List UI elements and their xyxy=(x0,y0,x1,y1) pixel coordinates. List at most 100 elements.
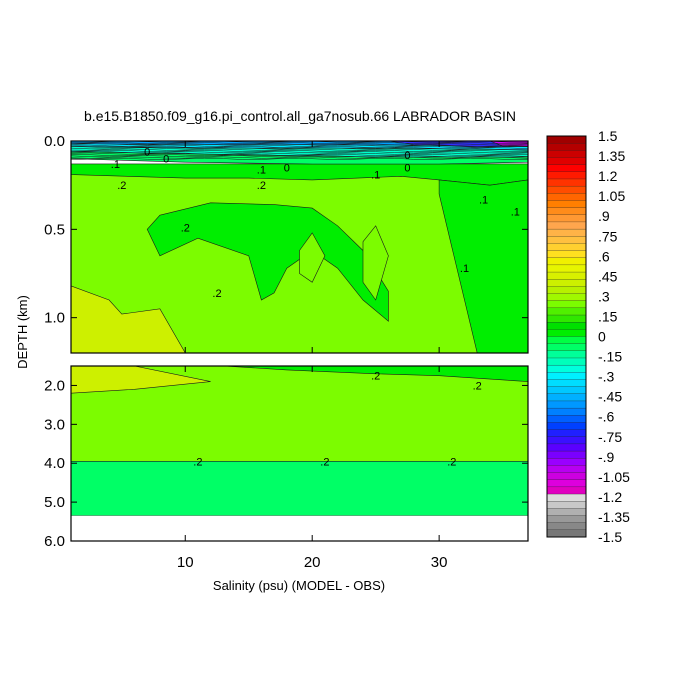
colorbar-swatch xyxy=(546,293,587,302)
contour-region xyxy=(71,285,186,353)
colorbar-swatch xyxy=(546,264,587,273)
contour-line xyxy=(71,143,528,146)
colorbar-swatch xyxy=(546,214,587,223)
colorbar-swatch xyxy=(546,508,587,516)
contour-region xyxy=(223,366,528,382)
contour-label: .2 xyxy=(473,380,482,392)
colorbar-swatch xyxy=(546,450,587,459)
x-tick-label: 20 xyxy=(304,554,321,571)
contour-line xyxy=(71,152,528,155)
colorbar-swatch xyxy=(546,135,587,144)
contour-line xyxy=(71,157,528,160)
contour-label: 0 xyxy=(404,150,410,162)
colorbar-label: .6 xyxy=(598,248,610,264)
contour-label: .1 xyxy=(479,194,488,206)
colorbar-label: -.6 xyxy=(598,409,615,425)
colorbar-swatch xyxy=(546,529,587,538)
y-tick-label: 2.0 xyxy=(44,377,65,394)
colorbar-label: 1.05 xyxy=(598,188,625,204)
y-axis-label: DEPTH (km) xyxy=(15,295,30,369)
colorbar-swatch xyxy=(546,221,587,230)
contour-line xyxy=(71,142,528,144)
colorbar-swatch xyxy=(546,200,587,209)
colorbar-swatch xyxy=(546,486,587,495)
colorbar-swatch xyxy=(546,407,587,416)
colorbar-swatch xyxy=(546,436,587,445)
contour-region xyxy=(71,163,528,186)
panel-upper: 0.1 0.2.1.200.10.2.2.1.1.10.00.51.0 xyxy=(44,133,529,354)
colorbar-swatch xyxy=(546,372,587,380)
contour-region xyxy=(299,232,326,283)
colorbar-label: .75 xyxy=(598,228,618,244)
colorbar-swatch xyxy=(546,515,587,524)
contour-line xyxy=(71,150,528,152)
contour-label: .2 xyxy=(181,223,190,235)
colorbar-label: 1.35 xyxy=(598,148,625,164)
contour-label: 0 xyxy=(284,163,290,175)
x-tick-label: 30 xyxy=(431,554,448,571)
colorbar-swatch xyxy=(546,250,587,259)
colorbar-swatch xyxy=(546,171,587,180)
colorbar-label: -1.5 xyxy=(598,529,622,545)
contour-label: .2 xyxy=(212,288,221,300)
colorbar-swatch xyxy=(546,228,587,237)
contour-label: .2 xyxy=(371,371,380,383)
colorbar-swatch xyxy=(546,207,587,216)
colorbar-swatch xyxy=(546,422,587,431)
colorbar-label: .9 xyxy=(598,208,610,224)
contour-label: 0 xyxy=(163,154,169,166)
colorbar-label: -.3 xyxy=(598,369,615,385)
colorbar-swatch xyxy=(546,193,587,201)
x-tick-label: 10 xyxy=(177,554,194,571)
y-tick-label: 0.5 xyxy=(44,221,65,238)
y-tick-label: 5.0 xyxy=(44,494,65,511)
colorbar-swatch xyxy=(546,236,587,244)
contour-line xyxy=(71,146,528,148)
colorbar-swatch xyxy=(546,357,587,366)
colorbar-swatch xyxy=(546,300,587,309)
colorbar-label: -.45 xyxy=(598,389,622,405)
colorbar-label: 1.2 xyxy=(598,168,618,184)
colorbar-swatch xyxy=(546,493,587,502)
colorbar-label: -.75 xyxy=(598,429,622,445)
colorbar-swatch xyxy=(546,178,587,187)
colorbar-swatch xyxy=(546,458,587,466)
colorbar-swatch xyxy=(546,364,587,373)
colorbar-label: -1.05 xyxy=(598,469,630,485)
colorbar-swatch xyxy=(546,243,587,252)
colorbar-swatch xyxy=(546,386,587,395)
colorbar-swatch xyxy=(546,164,587,173)
chart-title: b.e15.B1850.f09_g16.pi_control.all_ga7no… xyxy=(84,108,516,124)
contour-line xyxy=(71,144,528,147)
colorbar-swatch xyxy=(546,393,587,402)
colorbar-swatch xyxy=(546,350,587,359)
contour-label: .2 xyxy=(257,180,266,192)
colorbar: 1.5 1.35 1.2 1.05 .9 .75 .6 .45 .3 .15 0 -.15 -.3 -.4… xyxy=(546,128,630,545)
colorbar-swatch xyxy=(546,379,587,388)
y-tick-label: 4.0 xyxy=(44,455,65,472)
colorbar-swatch xyxy=(546,479,587,488)
colorbar-swatch xyxy=(546,286,587,294)
colorbar-label: 1.5 xyxy=(598,128,618,144)
contour-label: .2 xyxy=(447,456,456,468)
colorbar-swatch xyxy=(546,322,587,330)
colorbar-swatch xyxy=(546,257,587,266)
contour-label: .2 xyxy=(193,456,202,468)
panel-lower: .2 .2 .2 .2 .2 2.0 3.0 4.0 5.0 6.0 xyxy=(44,365,529,550)
contour-label: .1 xyxy=(257,164,266,176)
colorbar-label: 0 xyxy=(598,329,606,345)
y-tick-label: 3.0 xyxy=(44,416,65,433)
colorbar-swatch xyxy=(546,150,587,158)
colorbar-swatch xyxy=(546,279,587,287)
colorbar-frame xyxy=(546,135,587,538)
contour-line xyxy=(71,151,528,154)
contour-region xyxy=(71,366,211,394)
contour-label: .1 xyxy=(511,207,520,219)
y-tick-label: 1.0 xyxy=(44,310,65,327)
colorbar-swatch xyxy=(546,465,587,474)
colorbar-label: -.15 xyxy=(598,349,622,365)
contour-line xyxy=(71,148,528,151)
colorbar-swatch xyxy=(546,271,587,280)
colorbar-label: .45 xyxy=(598,268,618,284)
